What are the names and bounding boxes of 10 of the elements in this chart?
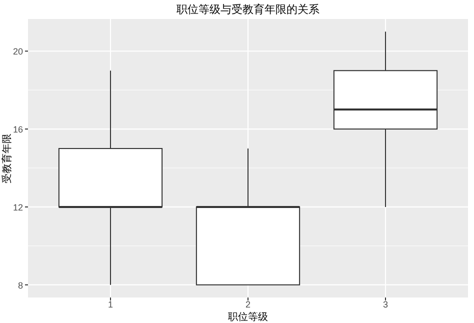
x-tick-label: 2 [245,300,251,310]
y-tick-label: 12 [12,202,23,212]
x-tick-label: 1 [108,300,114,310]
chart-title: 职位等级与受教育年限的关系 [176,3,320,16]
y-tick-label: 20 [12,46,23,57]
y-axis-title: 受教育年限 [1,133,13,184]
y-tick-label: 8 [18,280,23,290]
x-tick-label: 3 [382,300,388,310]
y-tick-label: 16 [12,124,23,135]
x-axis-title: 职位等级 [228,311,268,323]
